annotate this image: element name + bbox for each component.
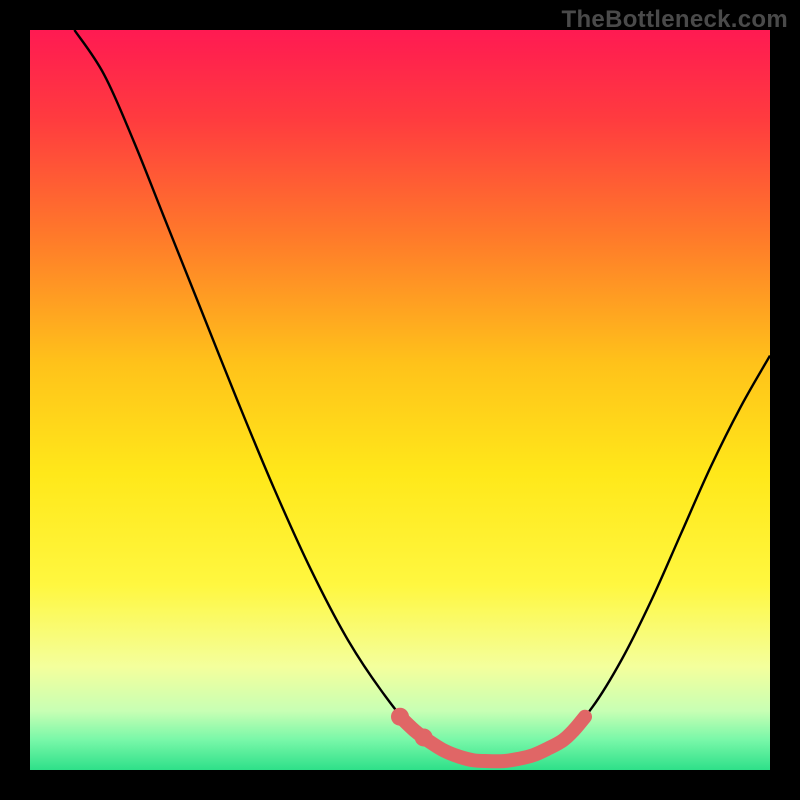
plot-area (30, 30, 770, 770)
gradient-background (30, 30, 770, 770)
chart-container: TheBottleneck.com (0, 0, 800, 800)
highlight-dot (415, 728, 433, 746)
highlight-dot (391, 708, 409, 726)
chart-svg (30, 30, 770, 770)
